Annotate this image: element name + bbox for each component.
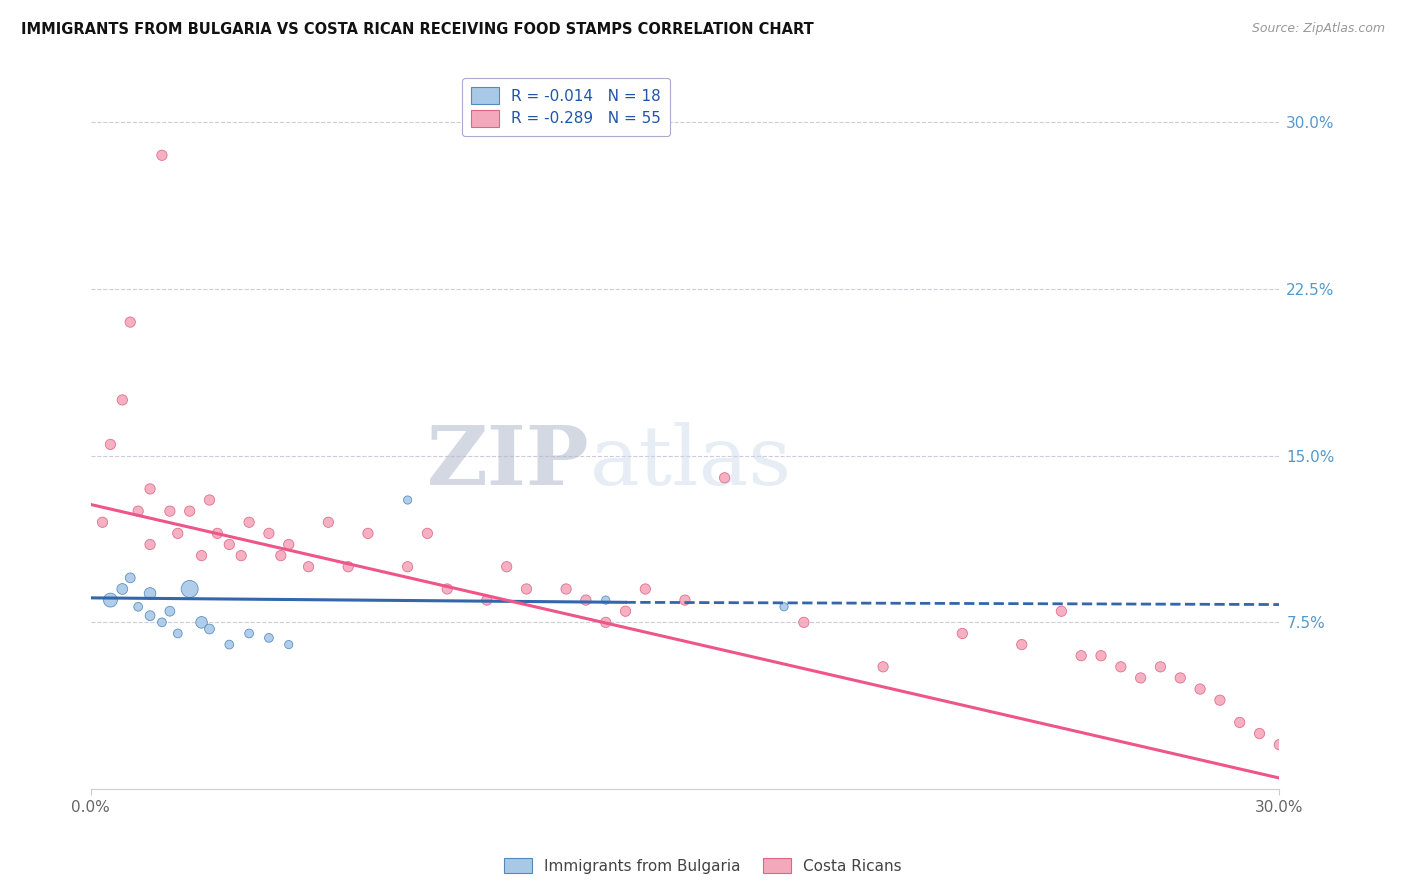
Point: [318, 515, 340, 529]
Point: [1229, 715, 1251, 730]
Point: [277, 537, 299, 551]
Point: [357, 526, 380, 541]
Point: [190, 549, 212, 563]
Point: [872, 660, 894, 674]
Point: [1011, 638, 1033, 652]
Point: [555, 582, 578, 596]
Point: [150, 148, 173, 162]
Point: [1050, 604, 1073, 618]
Point: [1109, 660, 1132, 674]
Point: [673, 593, 696, 607]
Point: [179, 504, 201, 518]
Point: [1129, 671, 1152, 685]
Point: [190, 615, 212, 630]
Point: [595, 593, 617, 607]
Point: [218, 638, 240, 652]
Text: atlas: atlas: [591, 422, 792, 502]
Point: [207, 526, 229, 541]
Point: [396, 493, 419, 508]
Point: [396, 559, 419, 574]
Point: [166, 526, 188, 541]
Point: [238, 515, 260, 529]
Point: [793, 615, 815, 630]
Point: [150, 615, 173, 630]
Point: [179, 582, 201, 596]
Point: [127, 599, 149, 614]
Point: [713, 471, 735, 485]
Point: [337, 559, 360, 574]
Point: [198, 622, 221, 636]
Point: [1070, 648, 1092, 663]
Point: [159, 504, 181, 518]
Point: [1149, 660, 1171, 674]
Point: [139, 608, 162, 623]
Text: ZIP: ZIP: [427, 422, 591, 502]
Point: [166, 626, 188, 640]
Point: [1189, 681, 1212, 696]
Point: [218, 537, 240, 551]
Point: [100, 437, 122, 451]
Point: [475, 593, 498, 607]
Point: [575, 593, 598, 607]
Point: [515, 582, 537, 596]
Legend: Immigrants from Bulgaria, Costa Ricans: Immigrants from Bulgaria, Costa Ricans: [498, 852, 908, 880]
Point: [100, 593, 122, 607]
Text: IMMIGRANTS FROM BULGARIA VS COSTA RICAN RECEIVING FOOD STAMPS CORRELATION CHART: IMMIGRANTS FROM BULGARIA VS COSTA RICAN …: [21, 22, 814, 37]
Point: [1168, 671, 1191, 685]
Point: [139, 586, 162, 600]
Point: [277, 638, 299, 652]
Point: [1090, 648, 1112, 663]
Point: [139, 537, 162, 551]
Point: [111, 392, 134, 407]
Point: [1249, 726, 1271, 740]
Point: [595, 615, 617, 630]
Point: [1209, 693, 1232, 707]
Point: [120, 315, 142, 329]
Point: [198, 493, 221, 508]
Point: [231, 549, 253, 563]
Point: [773, 599, 796, 614]
Point: [1288, 760, 1310, 774]
Point: [1268, 738, 1291, 752]
Point: [634, 582, 657, 596]
Point: [91, 515, 114, 529]
Point: [436, 582, 458, 596]
Point: [139, 482, 162, 496]
Point: [416, 526, 439, 541]
Point: [127, 504, 149, 518]
Point: [257, 526, 280, 541]
Point: [120, 571, 142, 585]
Legend: R = -0.014   N = 18, R = -0.289   N = 55: R = -0.014 N = 18, R = -0.289 N = 55: [463, 78, 671, 136]
Point: [159, 604, 181, 618]
Point: [495, 559, 517, 574]
Point: [111, 582, 134, 596]
Point: [257, 631, 280, 645]
Point: [297, 559, 319, 574]
Point: [238, 626, 260, 640]
Point: [1308, 771, 1330, 785]
Point: [950, 626, 973, 640]
Text: Source: ZipAtlas.com: Source: ZipAtlas.com: [1251, 22, 1385, 36]
Point: [614, 604, 637, 618]
Point: [270, 549, 292, 563]
